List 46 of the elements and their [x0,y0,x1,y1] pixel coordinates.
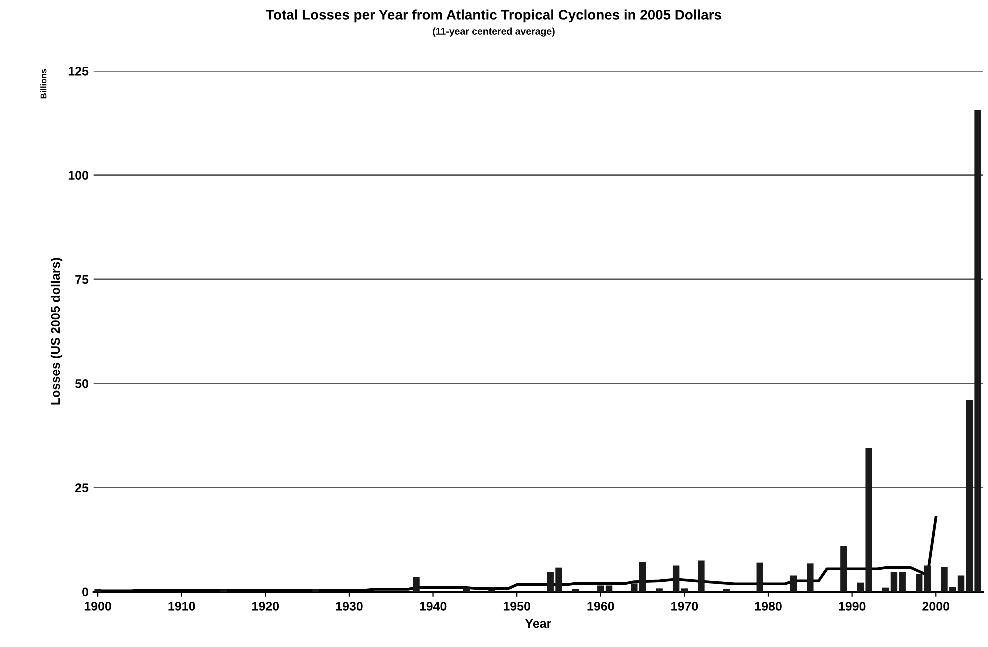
x-axis-title: Year [525,619,552,628]
bar [723,590,730,592]
y-tick-label: 100 [68,171,88,180]
bar [698,560,705,592]
bar [572,589,580,592]
y-tick-label: 0 [82,588,88,597]
bar [958,576,965,592]
x-tick-label: 1920 [252,602,280,611]
chart-title: Total Losses per Year from Atlantic Tropical Cyclones in 2005 Dollars [266,10,722,23]
chart-subtitle: (11-year centered average) [433,28,555,37]
text: Billions [40,69,47,99]
x-tick-label: 1930 [336,602,363,611]
x-tick-label: 1980 [755,602,782,611]
y-axis-title: Losses (US 2005 dollars) [50,258,63,405]
y-tick-label: 50 [75,379,88,388]
x-tick-label: 1900 [84,602,112,611]
x-tick-label: 2000 [922,602,950,611]
y-tick-label: 75 [76,275,89,284]
x-tick-label: 1950 [504,602,530,611]
bar [656,588,663,592]
bar [488,590,496,592]
bar [882,588,890,592]
y-tick-label: 125 [68,66,89,76]
y-tick-label: 25 [76,484,89,492]
bar [807,564,814,592]
bar [220,590,228,592]
bar [890,572,898,592]
bar [790,576,798,592]
bar [598,586,604,592]
bar [463,588,470,592]
bar [924,566,932,592]
bar [681,588,688,592]
x-tick-label: 1970 [672,602,698,611]
bar [606,586,613,592]
bar [840,546,848,592]
bar [672,566,680,592]
x-tick-label: 1990 [839,602,866,611]
x-tick-label: 1910 [168,602,196,611]
bar [899,572,906,592]
bar [916,574,923,592]
bar [756,562,764,592]
x-tick-label: 1940 [420,602,447,611]
x-tick-label: 1960 [588,602,614,611]
bar [312,589,320,592]
bar [94,590,102,592]
bar [413,577,420,592]
